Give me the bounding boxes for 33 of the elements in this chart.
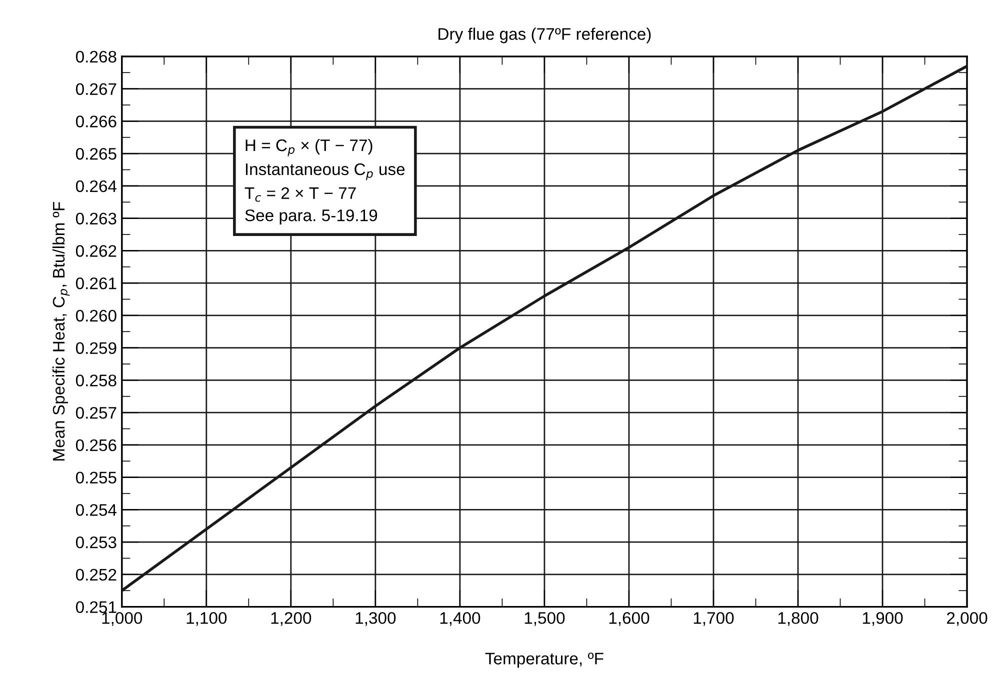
y-tick-label: 0.257 — [76, 406, 116, 419]
x-tick-label: 1,300 — [356, 612, 396, 626]
x-tick-label: 1,700 — [694, 612, 734, 626]
x-tick-label: 1,900 — [862, 612, 903, 626]
y-tick-label: 0.255 — [76, 472, 116, 484]
x-tick-label: 1,100 — [186, 612, 227, 626]
chart-title: Dry flue gas (77ºF reference) — [438, 28, 651, 44]
y-tick-label: 0.252 — [76, 568, 116, 581]
y-tick-label: 0.261 — [76, 277, 116, 290]
y-tick-label: 0.264 — [76, 180, 117, 192]
y-tick-label: 0.262 — [76, 245, 116, 257]
y-axis-title: Mean Specific Heat, C$_{p}$, Btu/lbm ºF — [52, 202, 70, 460]
x-tick-label: 2,000 — [947, 612, 988, 626]
y-tick-label: 0.256 — [76, 439, 116, 452]
x-axis-title: Temperature, ºF — [485, 652, 604, 668]
y-tick-label: 0.265 — [76, 148, 116, 160]
x-tick-label: 1,400 — [440, 612, 480, 626]
y-tick-label: 0.260 — [76, 310, 116, 322]
x-tick-label: 1,200 — [271, 612, 312, 626]
text: H = C$_{p}$ × (T − 77) Instantaneous C$_{p}$ use T$_{c}$ = 2 × T − 77 See para. 5-19.19 — [244, 138, 405, 225]
y-tick-label: 0.263 — [76, 212, 116, 224]
y-tick-label: 0.254 — [76, 504, 117, 516]
x-tick-label: 1,500 — [524, 612, 565, 626]
y-tick-label: 0.266 — [76, 116, 116, 128]
x-tick-label: 1,600 — [609, 612, 650, 626]
y-tick-label: 0.268 — [76, 50, 116, 63]
y-tick-label: 0.251 — [76, 601, 116, 614]
x-tick-label: 1,000 — [102, 612, 142, 626]
y-tick-label: 0.253 — [76, 536, 116, 548]
y-tick-label: 0.259 — [76, 342, 116, 354]
y-tick-label: 0.267 — [76, 83, 116, 95]
y-tick-label: 0.258 — [76, 374, 116, 386]
x-tick-label: 1,800 — [778, 612, 818, 626]
